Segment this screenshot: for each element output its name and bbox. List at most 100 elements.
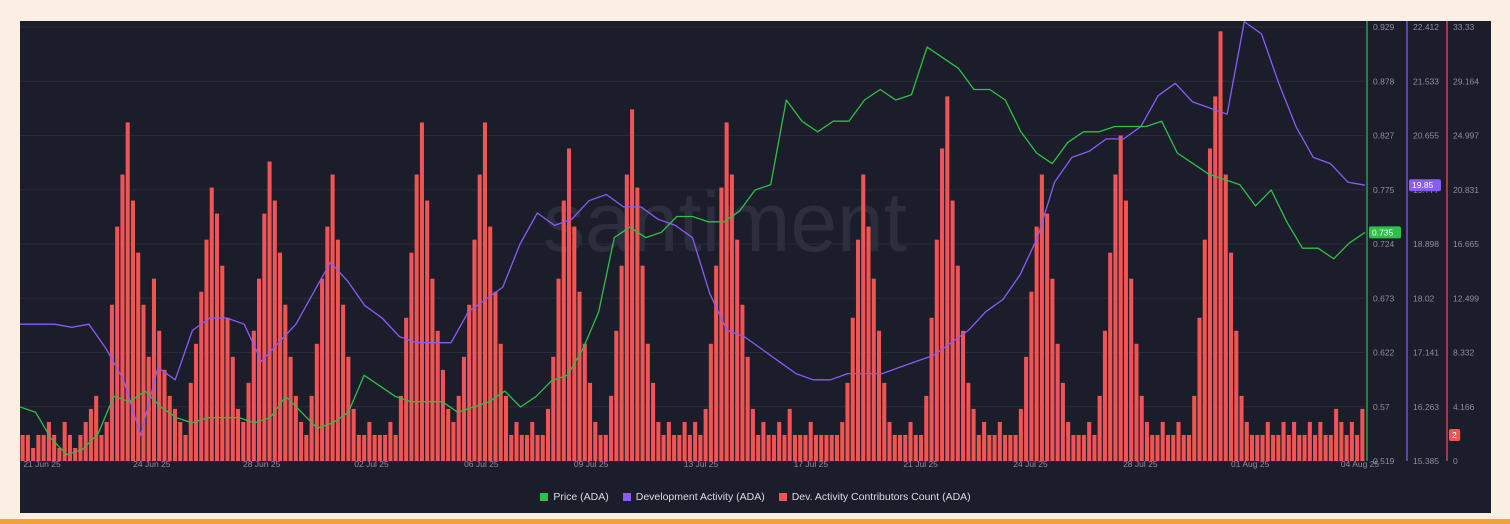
contributors-bar (162, 369, 167, 461)
contributors-bar (782, 434, 787, 461)
contributors-bar (1181, 434, 1186, 461)
contributors-bar (115, 226, 120, 461)
contributors-bar (157, 330, 162, 461)
legend: Price (ADA) Development Activity (ADA) D… (20, 491, 1491, 503)
contributors-bar (640, 265, 645, 461)
contributors-bar (388, 421, 393, 461)
contributors-bar (283, 304, 288, 461)
contributors-bar (1186, 434, 1192, 461)
contributors-bar (62, 421, 67, 461)
contributors-bar (209, 187, 214, 461)
contributors-bar (425, 200, 430, 461)
current-badge-contributors (1449, 428, 1461, 441)
contributors-bar (582, 343, 587, 461)
contributors-bar (614, 330, 619, 461)
contributors-bar (446, 408, 451, 461)
contributors-bar (787, 408, 792, 461)
contributors-bar (398, 395, 403, 461)
legend-label-contributors: Dev. Activity Contributors Count (ADA) (791, 491, 971, 503)
contributors-bar (1176, 421, 1181, 461)
contributors-bar (677, 434, 682, 461)
contributors-bar (377, 434, 382, 461)
contributors-bar (493, 291, 498, 461)
contributors-bar (136, 252, 141, 461)
legend-item-dev-activity[interactable]: Development Activity (ADA) (622, 491, 765, 503)
contributors-bar (913, 434, 918, 461)
contributors-bar (467, 304, 472, 461)
contributors-bar (1297, 434, 1302, 461)
contributors-bar (456, 395, 461, 461)
contributors-bar (351, 408, 356, 461)
bottom-accent-band (0, 519, 1510, 524)
contributors-bar (898, 434, 903, 461)
contributors-bar (834, 434, 840, 461)
contributors-bar (750, 408, 755, 461)
contributors-bar (1155, 434, 1160, 461)
x-tick-label: 24 Jul 25 (1013, 459, 1048, 469)
contributors-bar (961, 330, 966, 461)
contributors-bar (404, 317, 409, 461)
contributors-bar (278, 252, 283, 461)
contributors-bar (1066, 421, 1071, 461)
contributors-bar (130, 200, 135, 461)
contributors-bar (971, 408, 976, 461)
contributors-bar (488, 226, 493, 461)
contributors-bar (987, 434, 992, 461)
contributors-bar (609, 395, 614, 461)
contributors-bar (267, 161, 272, 461)
legend-item-contributors[interactable]: Dev. Activity Contributors Count (ADA) (778, 491, 971, 503)
contributors-bar (876, 330, 882, 461)
contributors-bar (829, 434, 834, 461)
contributors-bar (356, 434, 361, 461)
contributors-bar (430, 278, 435, 461)
contributors-bar (1265, 421, 1270, 461)
contributors-bar (1197, 317, 1202, 461)
contributors-bar (25, 434, 30, 461)
contributors-bar (78, 434, 83, 461)
contributors-bar (1244, 421, 1249, 461)
contributors-bar (330, 174, 335, 461)
contributors-bar (1318, 421, 1323, 461)
contributors-bar (672, 434, 677, 461)
contributors-bar (477, 174, 482, 461)
axis-tick-price: 0.622 (1373, 348, 1395, 358)
axis-tick-contributors: 16.665 (1453, 239, 1479, 249)
contributors-bar (383, 434, 388, 461)
contributors-bar (341, 304, 346, 461)
contributors-bar (482, 122, 487, 462)
contributors-bar (393, 434, 398, 461)
legend-swatch-dev-activity (622, 493, 631, 501)
contributors-bar (1192, 395, 1197, 461)
contributors-bar (1223, 174, 1228, 461)
axis-tick-dev-activity: 20.655 (1413, 131, 1439, 141)
contributors-bar (178, 421, 183, 461)
contributors-bar (514, 421, 519, 461)
contributors-bar (1360, 408, 1365, 461)
contributors-bar (866, 226, 871, 461)
axis-tick-dev-activity: 21.533 (1413, 76, 1439, 86)
legend-label-dev-activity: Development Activity (ADA) (635, 491, 765, 503)
contributors-bar (861, 174, 866, 461)
contributors-bar (299, 421, 304, 461)
contributors-bar (46, 421, 51, 461)
contributors-bar (540, 434, 545, 461)
contributors-bar (729, 174, 734, 461)
current-value-dev-activity: 19.85 (1412, 180, 1434, 190)
contributors-bar (950, 200, 955, 461)
contributors-bar (1334, 408, 1339, 461)
contributors-bar (309, 395, 314, 461)
contributors-bar (1034, 226, 1039, 461)
contributors-bar (982, 421, 987, 461)
contributors-bar (1281, 421, 1286, 461)
legend-item-price[interactable]: Price (ADA) (540, 491, 609, 503)
contributors-bar (1213, 96, 1218, 462)
contributors-bar (1234, 330, 1239, 461)
contributors-bar (193, 343, 199, 461)
current-value-contributors: 2 (1452, 430, 1457, 440)
contributors-bar (519, 434, 524, 461)
contributors-bar (1355, 434, 1360, 461)
contributors-bar (635, 187, 640, 461)
contributors-bar (745, 356, 750, 461)
contributors-bar (440, 369, 445, 461)
